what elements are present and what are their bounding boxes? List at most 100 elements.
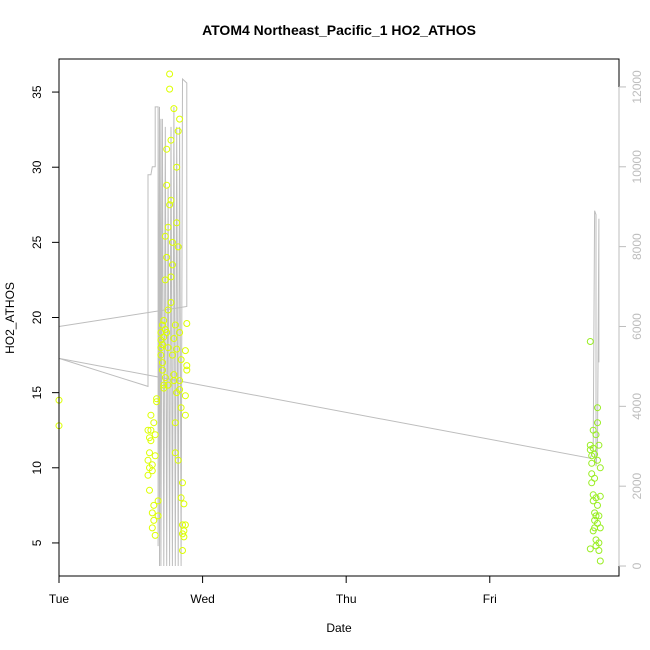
data-point — [163, 145, 171, 153]
data-point — [596, 524, 604, 532]
data-point — [586, 545, 594, 553]
data-point — [157, 351, 165, 359]
data-point — [173, 345, 181, 353]
data-point — [170, 335, 178, 342]
data-point — [168, 238, 176, 246]
data-point — [181, 347, 189, 355]
data-point — [148, 509, 156, 517]
y2-tick-label: 4000 — [630, 393, 644, 420]
data-point — [595, 512, 603, 520]
x-axis-label: Date — [326, 621, 352, 635]
data-point — [161, 276, 169, 284]
data-point — [180, 500, 188, 508]
data-point — [174, 127, 182, 135]
data-point — [160, 381, 168, 389]
data-point — [167, 136, 175, 144]
data-point — [173, 219, 181, 227]
data-point — [166, 70, 174, 78]
data-point — [596, 557, 604, 565]
data-point — [176, 115, 184, 123]
data-point — [166, 201, 174, 209]
data-point — [144, 426, 152, 434]
data-point — [164, 381, 172, 389]
data-point — [146, 486, 153, 494]
y-tick-label: 10 — [30, 461, 44, 475]
data-point — [592, 431, 600, 439]
data-point — [153, 398, 161, 406]
data-point — [151, 531, 159, 539]
data-point — [171, 419, 179, 427]
data-point — [174, 243, 182, 251]
data-point — [144, 456, 152, 464]
data-point — [181, 411, 189, 419]
data-point — [168, 261, 176, 269]
data-point — [171, 321, 179, 329]
data-point — [176, 329, 184, 336]
data-point — [183, 320, 191, 327]
data-point — [591, 450, 599, 458]
secondary-y-axis: 0 2000 4000 6000 8000 10000 12000 — [618, 70, 644, 569]
data-point — [588, 459, 596, 467]
y-tick-label: 30 — [30, 160, 44, 174]
data-point — [163, 253, 171, 261]
chart-title: ATOM4 Northeast_Pacific_1 HO2_ATHOS — [202, 22, 476, 38]
data-point — [158, 359, 166, 367]
data-point — [177, 404, 185, 412]
data-point — [161, 374, 169, 382]
y2-tick-label: 8000 — [630, 233, 644, 260]
data-point — [174, 456, 182, 464]
y-tick-label: 35 — [30, 85, 44, 99]
data-point — [176, 386, 184, 394]
data-point — [150, 501, 158, 509]
x-tick-label: Wed — [190, 592, 214, 606]
data-point — [164, 223, 172, 231]
data-point — [595, 539, 603, 547]
data-point — [168, 351, 176, 359]
y2-tick-label: 6000 — [630, 313, 644, 340]
data-point — [596, 464, 604, 472]
y2-tick-label: 0 — [630, 562, 644, 569]
x-axis: Tue Wed Thu Fri — [49, 575, 497, 606]
x-tick-label: Thu — [336, 592, 357, 606]
data-point — [146, 449, 153, 457]
y-tick-label: 15 — [30, 386, 44, 400]
x-tick-label: Tue — [49, 592, 70, 606]
data-point — [177, 356, 185, 364]
data-point — [596, 492, 604, 500]
series-line-3 — [58, 210, 600, 467]
data-point — [144, 471, 152, 479]
data-point — [150, 516, 158, 524]
data-point — [147, 437, 155, 445]
data-point — [595, 441, 603, 449]
data-point — [179, 479, 186, 487]
data-point — [148, 467, 156, 475]
y2-tick-label: 2000 — [630, 473, 644, 500]
data-point — [153, 395, 161, 403]
data-point — [183, 366, 191, 374]
data-point — [151, 452, 159, 460]
data-point — [183, 362, 191, 370]
data-point — [591, 474, 599, 482]
data-point — [164, 306, 172, 314]
data-point — [171, 449, 179, 457]
data-point — [167, 196, 175, 204]
data-point — [592, 512, 600, 520]
data-point — [154, 512, 162, 520]
y-axis: 5 10 15 20 25 30 35 — [30, 85, 60, 546]
data-point — [167, 273, 175, 281]
data-point — [181, 392, 189, 400]
data-point — [167, 299, 175, 306]
data-points — [55, 70, 604, 565]
data-point — [586, 338, 594, 345]
data-point — [177, 494, 185, 502]
data-point — [181, 521, 189, 529]
data-point — [170, 371, 178, 379]
data-point — [595, 547, 603, 554]
data-point — [158, 366, 166, 374]
data-point — [161, 232, 169, 240]
y-tick-label: 5 — [30, 539, 44, 546]
y-axis-label: HO2_ATHOS — [3, 282, 17, 354]
data-point — [154, 497, 162, 505]
